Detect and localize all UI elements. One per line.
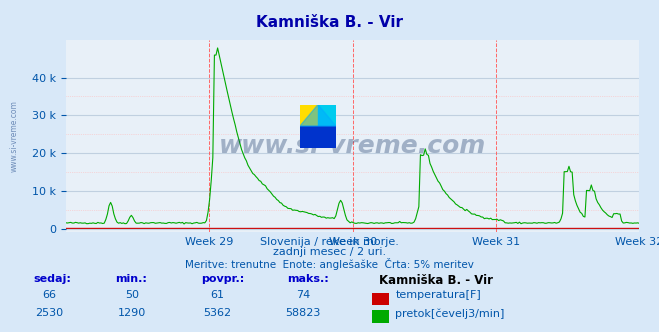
Polygon shape: [318, 105, 336, 126]
Text: sedaj:: sedaj:: [33, 274, 71, 284]
Text: Slovenija / reke in morje.: Slovenija / reke in morje.: [260, 237, 399, 247]
Text: pretok[čevelj3/min]: pretok[čevelj3/min]: [395, 308, 505, 319]
Text: Kamniška B. - Vir: Kamniška B. - Vir: [256, 15, 403, 30]
Text: 1290: 1290: [118, 308, 146, 318]
Text: zadnji mesec / 2 uri.: zadnji mesec / 2 uri.: [273, 247, 386, 257]
Text: povpr.:: povpr.:: [201, 274, 244, 284]
Polygon shape: [300, 105, 336, 126]
Text: Meritve: trenutne  Enote: anglešaške  Črta: 5% meritev: Meritve: trenutne Enote: anglešaške Črta…: [185, 258, 474, 270]
Polygon shape: [300, 126, 336, 148]
Text: 74: 74: [296, 290, 310, 300]
Text: www.si-vreme.com: www.si-vreme.com: [219, 134, 486, 158]
Text: 50: 50: [125, 290, 139, 300]
Text: 5362: 5362: [204, 308, 231, 318]
Text: 58823: 58823: [285, 308, 321, 318]
Text: www.si-vreme.com: www.si-vreme.com: [10, 100, 19, 172]
Text: 66: 66: [42, 290, 57, 300]
Polygon shape: [300, 105, 318, 126]
Text: maks.:: maks.:: [287, 274, 328, 284]
Text: Kamniška B. - Vir: Kamniška B. - Vir: [379, 274, 493, 287]
Text: min.:: min.:: [115, 274, 147, 284]
Text: 2530: 2530: [36, 308, 63, 318]
Text: temperatura[F]: temperatura[F]: [395, 290, 481, 300]
Text: 61: 61: [210, 290, 225, 300]
